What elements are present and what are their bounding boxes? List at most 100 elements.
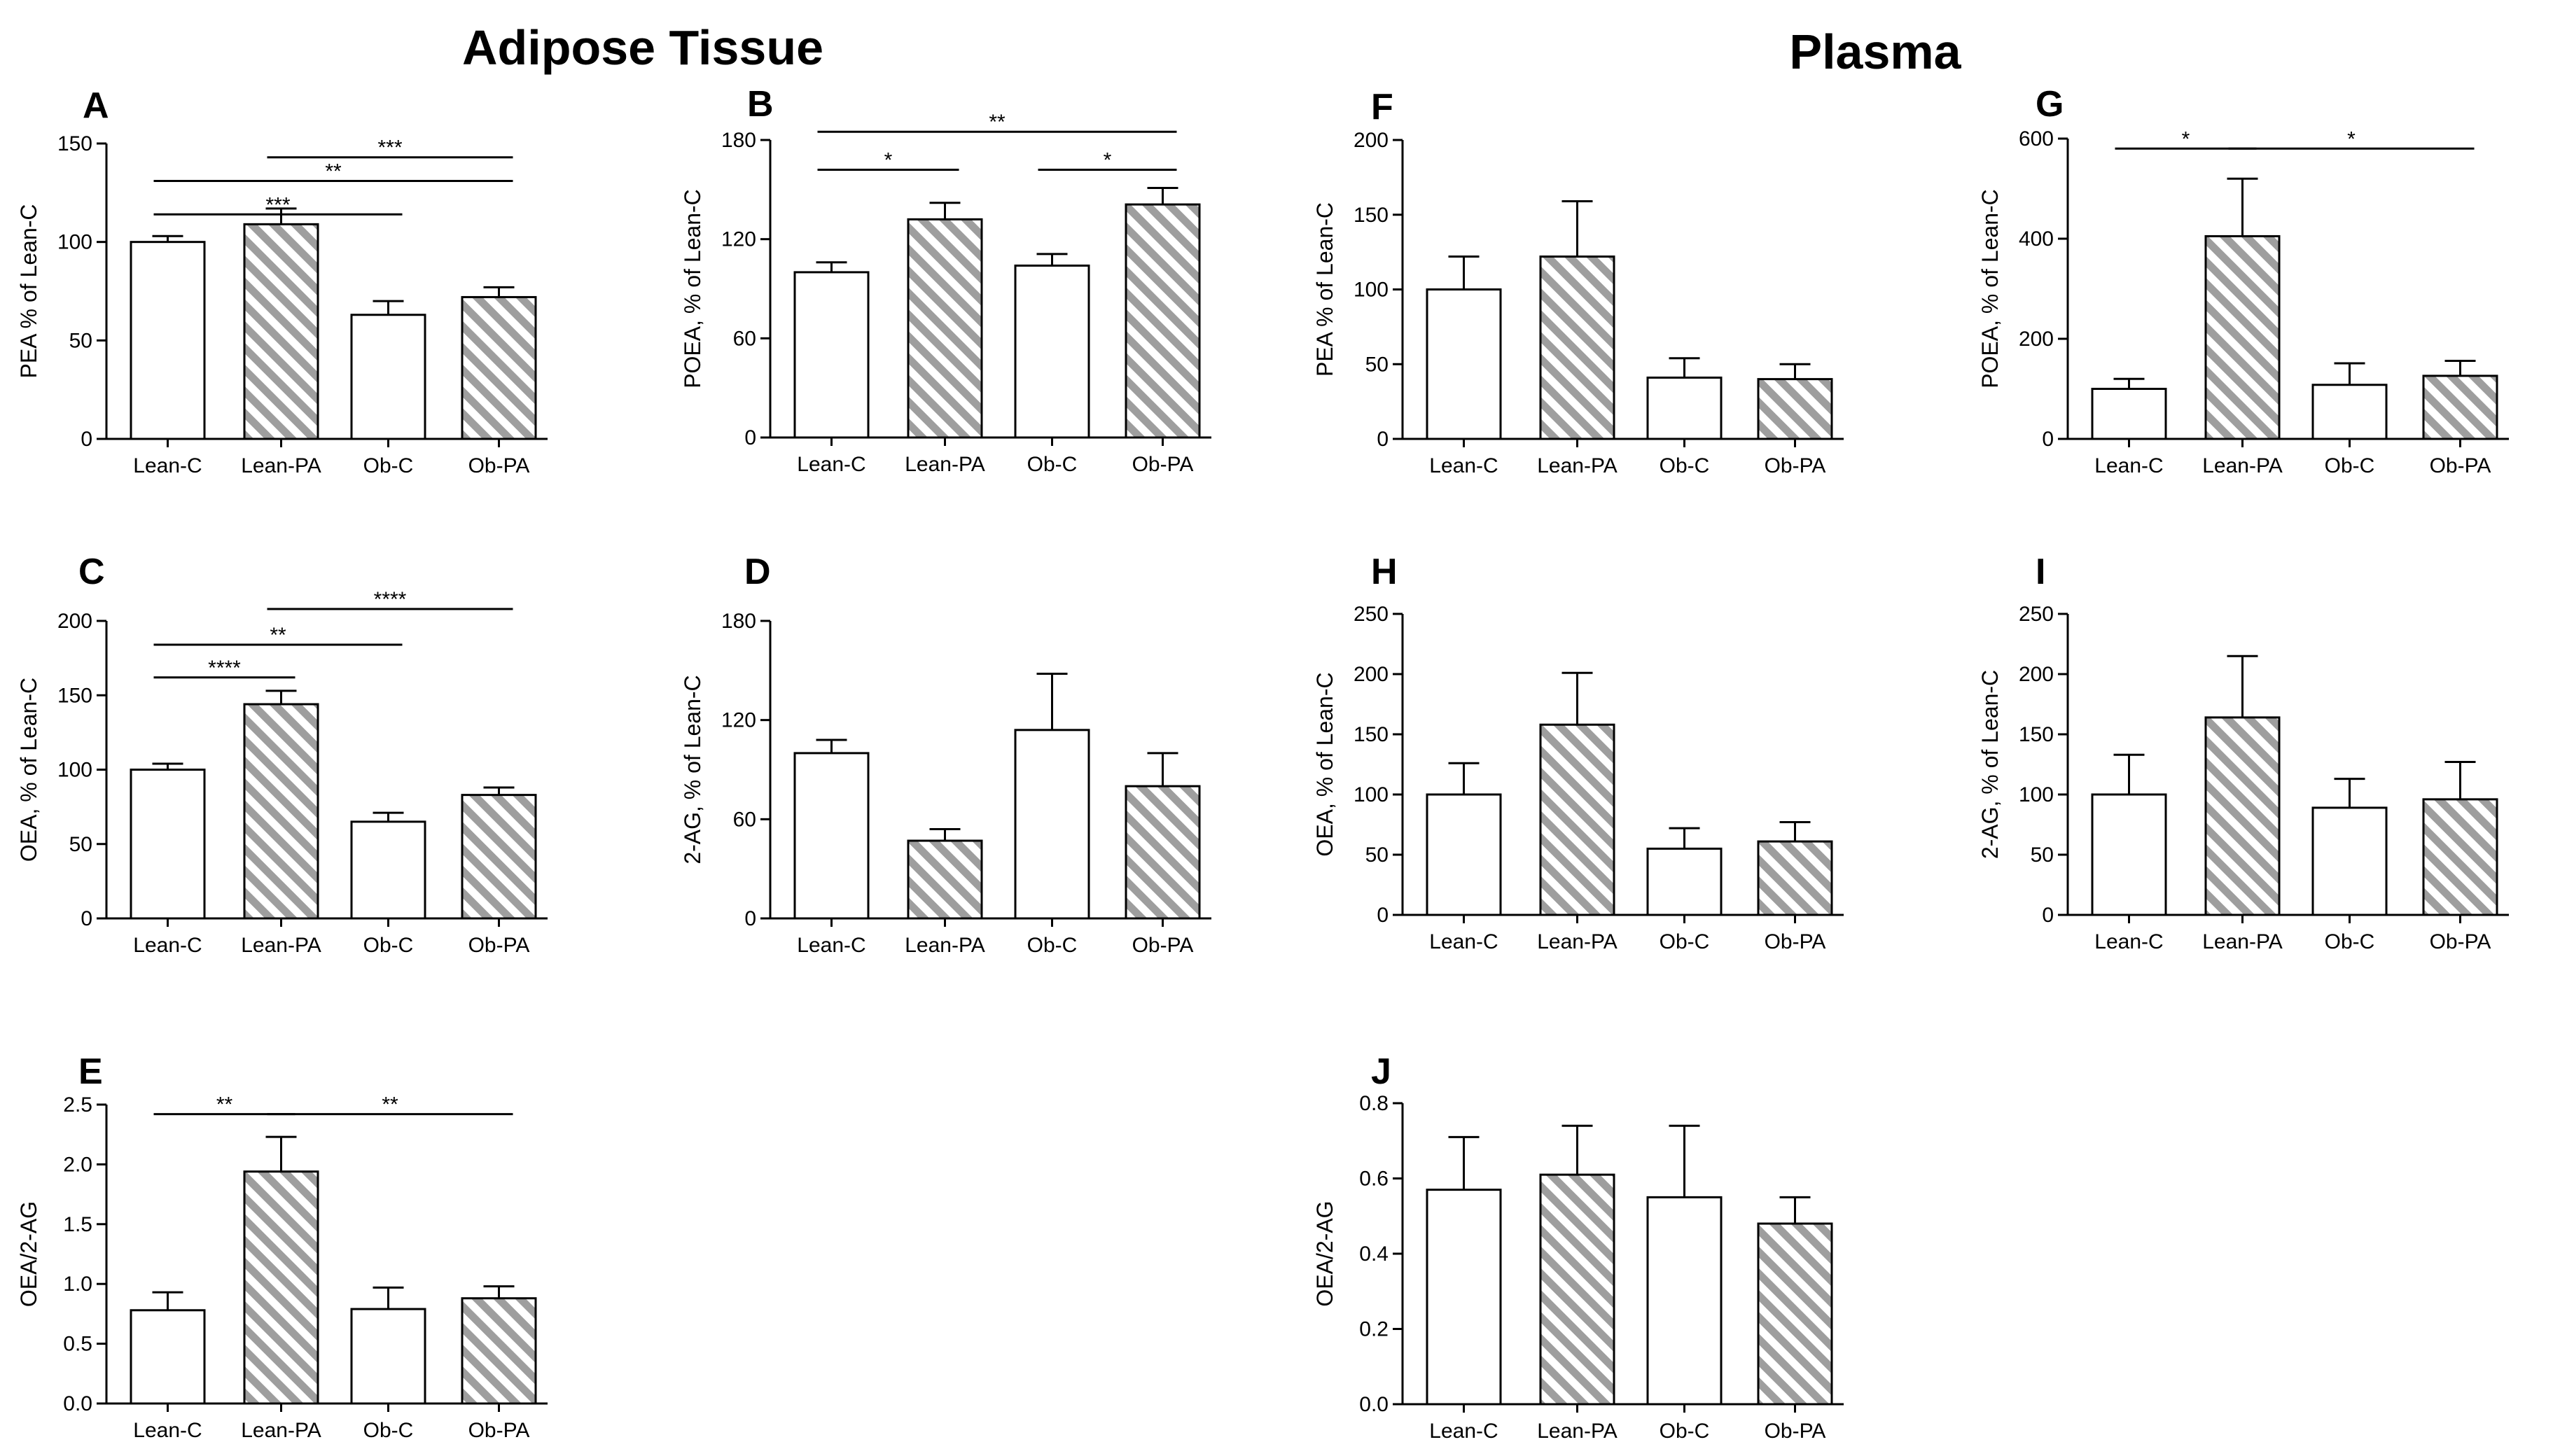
panel-b-y-tick-label: 120: [721, 228, 756, 251]
panel-c-bar-lean-c: [130, 769, 206, 920]
panel-f-x-tick-label: Ob-PA: [1765, 454, 1826, 477]
panel-g-y-tick-label: 0: [2042, 428, 2054, 451]
panel-i-bar-lean-pa: [2204, 716, 2281, 916]
panel-f: F 0 50 100 150 200 PEA % of Lean-C Lean-C Lean-P…: [1312, 87, 1844, 477]
panel-b-y-tick-label: 180: [721, 129, 756, 152]
panel-g-bar-lean-pa: [2204, 234, 2281, 440]
panel-c-y-tick-label: 200: [57, 610, 92, 633]
panel-a-y-tick-label: 0: [81, 428, 92, 451]
panel-c-bar-lean-pa: [243, 703, 319, 920]
panel-e-y-axis-label: OEA/2-AG: [16, 1201, 41, 1307]
panel-j-letter: J: [1371, 1051, 1391, 1092]
panel-d-x-tick-label: Lean-C: [797, 934, 865, 957]
panel-h-y-axis-label: OEA, % of Lean-C: [1312, 672, 1337, 856]
panel-g-x-tick-label: Ob-PA: [2430, 454, 2491, 477]
panel-a: A 0 50 100 150 PEA % of Lean-C Lean-C Lean-PA Ob…: [16, 85, 548, 477]
panel-h-x-tick-label: Ob-C: [1660, 930, 1710, 953]
panel-i-bar-lean-c: [2091, 793, 2167, 916]
panel-b-x-tick-label: Ob-PA: [1132, 453, 1194, 476]
panel-h: H 0 50 100 150 200 250 OEA, % of Lean-C Lean-C Le…: [1312, 552, 1844, 953]
panel-g-significance-label: *: [2182, 127, 2190, 150]
panel-j-x-tick-label: Lean-PA: [1537, 1420, 1618, 1443]
panel-d: D 0 60 120 180 2-AG, % of Lean-C Lean-C Lean-PA…: [680, 552, 1211, 957]
panel-j-bar-lean-pa: [1539, 1173, 1615, 1406]
panel-f-x-tick-label: Ob-C: [1660, 454, 1710, 477]
panel-i-x-tick-label: Ob-PA: [2430, 930, 2491, 953]
panel-i-y-tick-label: 150: [2019, 723, 2054, 746]
panel-g-y-tick-label: 600: [2019, 127, 2054, 150]
panel-c-x-tick-label: Ob-C: [363, 934, 414, 957]
panel-c-y-tick-label: 0: [81, 907, 92, 930]
panel-i-x-tick-label: Ob-C: [2325, 930, 2375, 953]
panel-e-y-tick-label: 2.5: [63, 1093, 92, 1116]
panel-b-y-tick-label: 0: [744, 426, 756, 449]
panel-f-bar-lean-pa: [1539, 255, 1615, 440]
panel-a-y-tick-label: 100: [57, 231, 92, 254]
panel-f-y-axis-label: PEA % of Lean-C: [1312, 202, 1337, 377]
panel-a-significance-label: ***: [377, 136, 402, 160]
panel-j-x-tick-label: Ob-C: [1660, 1420, 1710, 1443]
panel-j-bar-ob-pa: [1757, 1222, 1833, 1406]
panel-j-y-tick-label: 0.0: [1359, 1393, 1389, 1416]
panel-d-y-tick-label: 0: [744, 907, 756, 930]
panel-e-bar-ob-pa: [461, 1297, 537, 1405]
panel-c-y-tick-label: 150: [57, 684, 92, 707]
panel-a-significance-label: ***: [265, 193, 290, 216]
panel-g-x-tick-label: Ob-C: [2325, 454, 2375, 477]
panel-e-x-tick-label: Lean-C: [133, 1419, 202, 1442]
panel-b-y-axis-label: POEA, % of Lean-C: [680, 189, 705, 388]
panel-d-y-tick-label: 180: [721, 610, 756, 633]
panel-h-x-tick-label: Ob-PA: [1765, 930, 1826, 953]
panel-c-x-tick-label: Lean-C: [133, 934, 202, 957]
panel-f-y-tick-label: 150: [1354, 204, 1389, 227]
panel-c: C 0 50 100 150 200 OEA, % of Lean-C Lean-C Lean-…: [16, 552, 548, 957]
panel-d-y-axis-label: 2-AG, % of Lean-C: [680, 675, 705, 864]
panel-i-y-tick-label: 50: [2031, 844, 2054, 867]
panel-d-y-tick-label: 120: [721, 709, 756, 732]
panel-g-bar-ob-pa: [2422, 374, 2498, 440]
panel-b-letter: B: [747, 84, 774, 125]
panel-e-y-tick-label: 1.0: [63, 1273, 92, 1296]
panels: A 0 50 100 150 PEA % of Lean-C Lean-C Lean-PA Ob…: [16, 84, 2509, 1443]
panel-h-x-tick-label: Lean-PA: [1537, 930, 1618, 953]
panel-i-y-tick-label: 250: [2019, 603, 2054, 626]
panel-e-letter: E: [78, 1051, 103, 1092]
panel-h-letter: H: [1371, 552, 1398, 592]
panel-a-bar-ob-pa: [461, 295, 537, 440]
panel-e-significance-label: **: [382, 1093, 398, 1116]
panel-e-x-tick-label: Ob-PA: [468, 1419, 530, 1442]
panel-f-bar-ob-pa: [1757, 378, 1833, 440]
panel-j-y-tick-label: 0.8: [1359, 1092, 1389, 1115]
panel-i-y-axis-label: 2-AG, % of Lean-C: [1977, 670, 2003, 859]
panel-e-bar-lean-pa: [243, 1170, 319, 1405]
panel-g: G 0 200 400 600 POEA, % of Lean-C Lean-C Lean-P…: [1977, 84, 2509, 477]
panel-g-x-tick-label: Lean-PA: [2202, 454, 2283, 477]
panel-h-y-tick-label: 150: [1354, 723, 1389, 746]
panel-f-y-tick-label: 200: [1354, 129, 1389, 152]
panel-d-x-tick-label: Lean-PA: [905, 934, 985, 957]
panel-h-y-tick-label: 50: [1365, 844, 1389, 867]
panel-d-y-tick-label: 60: [733, 808, 756, 831]
panel-c-significance-label: ****: [208, 657, 241, 680]
panel-c-x-tick-label: Lean-PA: [241, 934, 321, 957]
panel-e-x-tick-label: Ob-C: [363, 1419, 414, 1442]
panel-g-x-tick-label: Lean-C: [2094, 454, 2163, 477]
panel-a-y-tick-label: 50: [69, 329, 92, 352]
panel-h-bar-ob-c: [1646, 847, 1723, 916]
panel-a-y-axis-label: PEA % of Lean-C: [16, 204, 41, 378]
panel-f-x-tick-label: Lean-C: [1429, 454, 1498, 477]
panel-d-bar-lean-pa: [907, 839, 983, 920]
panel-f-x-tick-label: Lean-PA: [1537, 454, 1618, 477]
panel-e-bar-ob-c: [350, 1308, 426, 1405]
panel-e-x-tick-label: Lean-PA: [241, 1419, 321, 1442]
panel-d-bar-ob-c: [1014, 729, 1090, 920]
panel-h-x-tick-label: Lean-C: [1429, 930, 1498, 953]
panel-c-y-tick-label: 100: [57, 759, 92, 782]
panel-h-y-tick-label: 0: [1377, 904, 1389, 927]
panel-g-bar-ob-c: [2311, 384, 2388, 440]
panel-d-x-tick-label: Ob-PA: [1132, 934, 1194, 957]
panel-a-bar-lean-pa: [243, 223, 319, 440]
panel-i-x-tick-label: Lean-C: [2094, 930, 2163, 953]
panel-c-bar-ob-c: [350, 820, 426, 920]
panel-g-letter: G: [2036, 84, 2064, 125]
